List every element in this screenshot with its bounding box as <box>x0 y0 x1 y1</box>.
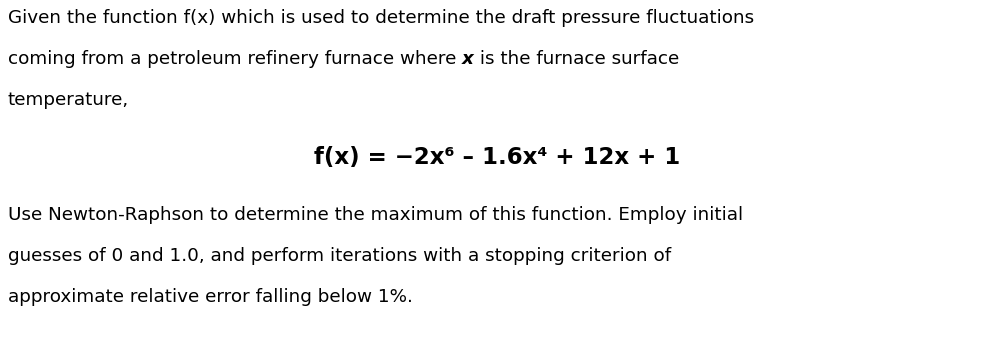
Text: coming from a petroleum refinery furnace where: coming from a petroleum refinery furnace… <box>8 50 462 68</box>
Text: guesses of 0 and 1.0, and perform iterations with a stopping criterion of: guesses of 0 and 1.0, and perform iterat… <box>8 247 670 265</box>
Text: Use Newton-Raphson to determine the maximum of this function. Employ initial: Use Newton-Raphson to determine the maxi… <box>8 206 743 224</box>
Text: temperature,: temperature, <box>8 91 129 109</box>
Text: approximate relative error falling below 1%.: approximate relative error falling below… <box>8 288 413 306</box>
Text: is the furnace surface: is the furnace surface <box>473 50 679 68</box>
Text: x: x <box>462 50 473 68</box>
Text: f(x) = −2x⁶ – 1.6x⁴ + 12x + 1: f(x) = −2x⁶ – 1.6x⁴ + 12x + 1 <box>314 146 680 169</box>
Text: Given the function f(x) which is used to determine the draft pressure fluctuatio: Given the function f(x) which is used to… <box>8 9 753 27</box>
